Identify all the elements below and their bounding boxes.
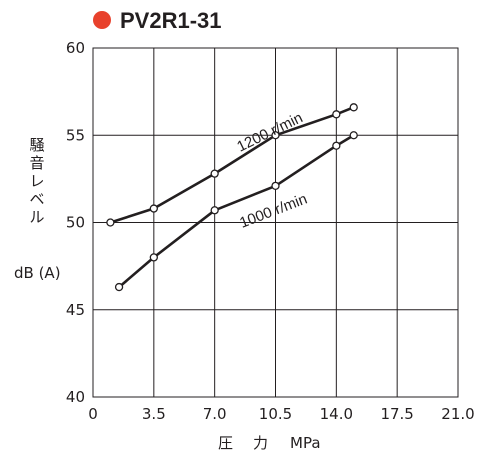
chart-title-group: PV2R1-31 bbox=[93, 8, 222, 33]
data-point-s1-2 bbox=[210, 206, 219, 215]
x-axis-unit: MPa bbox=[290, 434, 321, 452]
data-point-s1-5 bbox=[349, 131, 358, 140]
y-axis-title-char-4: ル bbox=[29, 208, 44, 226]
y-tick-label-4: 60 bbox=[66, 39, 85, 57]
data-point-s1-4 bbox=[332, 141, 341, 150]
data-point-s1-0 bbox=[114, 282, 124, 292]
x-tick-label-6: 21.0 bbox=[441, 405, 474, 423]
y-axis-title-char-0: 騒 bbox=[29, 136, 44, 154]
y-tick-label-1: 45 bbox=[66, 301, 85, 319]
y-axis-ticks: 40 45 50 55 60 bbox=[66, 39, 85, 406]
x-tick-label-4: 14.0 bbox=[320, 405, 353, 423]
x-tick-label-0: 0 bbox=[88, 405, 98, 423]
x-axis-title-char-1: 力 bbox=[253, 434, 268, 452]
y-axis-title-char-1: 音 bbox=[29, 154, 44, 172]
data-point-s0-5 bbox=[349, 103, 358, 112]
x-tick-label-5: 17.5 bbox=[380, 405, 413, 423]
y-axis-title-char-3: ベ bbox=[29, 190, 44, 208]
series-label-1200: 1200 r/min bbox=[234, 109, 305, 155]
data-point-s0-0 bbox=[106, 218, 115, 227]
y-axis-unit: dB (A) bbox=[14, 264, 61, 282]
title-bullet-marker bbox=[93, 11, 111, 29]
data-point-s0-2 bbox=[210, 169, 219, 178]
y-axis-title-char-2: レ bbox=[29, 172, 44, 190]
data-point-s1-3 bbox=[271, 181, 280, 191]
data-point-s1-1 bbox=[149, 253, 158, 262]
x-tick-label-2: 7.0 bbox=[203, 405, 227, 423]
data-point-s0-3 bbox=[271, 131, 280, 140]
data-point-s0-4 bbox=[332, 110, 341, 119]
y-tick-label-2: 50 bbox=[66, 214, 85, 232]
data-point-s0-1 bbox=[149, 204, 158, 213]
x-tick-label-3: 10.5 bbox=[259, 405, 292, 423]
y-tick-label-3: 55 bbox=[66, 126, 85, 144]
series-line-0 bbox=[110, 106, 355, 224]
x-axis-title-char-0: 圧 bbox=[218, 434, 233, 452]
x-tick-label-1: 3.5 bbox=[142, 405, 166, 423]
plot-frame bbox=[92, 47, 459, 398]
x-axis-title: 圧 力 MPa bbox=[218, 434, 321, 452]
chart-title: PV2R1-31 bbox=[120, 8, 222, 33]
grid bbox=[92, 47, 459, 398]
series-layer bbox=[106, 103, 358, 292]
y-tick-label-0: 40 bbox=[66, 388, 85, 406]
x-axis-ticks: 0 3.5 7.0 10.5 14.0 17.5 21.0 bbox=[88, 405, 474, 423]
